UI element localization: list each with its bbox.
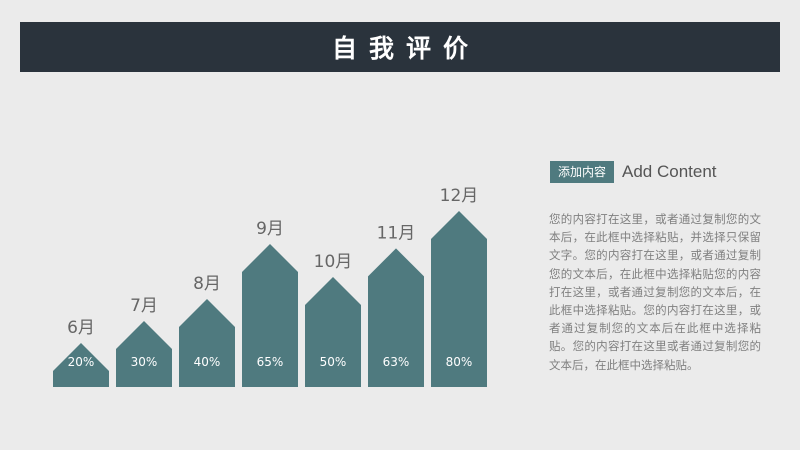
- category-label: 8月: [193, 274, 221, 294]
- content-tag: 添加内容: [550, 161, 615, 183]
- bar-value-label: 63%: [383, 355, 410, 369]
- chart-bar: [116, 321, 172, 387]
- chart-bar: [431, 211, 487, 387]
- title-bar: 自我评价: [20, 22, 780, 72]
- chart-bar-group: 30% 7月: [116, 296, 172, 387]
- bar-value-label: 65%: [257, 355, 284, 369]
- category-label: 12月: [440, 186, 479, 206]
- bar-value-label: 20%: [68, 355, 95, 369]
- chart-bar-group: 20% 6月: [53, 318, 109, 387]
- side-panel-body: 您的内容打在这里，或者通过复制您的文本后，在此框中选择粘贴，并选择只保留文字。您…: [549, 212, 761, 372]
- chart-bar-group: 50% 10月: [305, 252, 361, 387]
- chart-bar: [305, 277, 361, 387]
- chart-bar-group: 65% 9月: [242, 219, 298, 387]
- category-label: 6月: [67, 318, 95, 338]
- page-title: 自我评价: [331, 34, 480, 63]
- category-label: 10月: [314, 252, 353, 272]
- chart-bar-group: 40% 8月: [179, 274, 235, 387]
- chart-bar: [179, 299, 235, 387]
- side-panel-heading: Add Content: [622, 162, 717, 181]
- bar-value-label: 80%: [446, 355, 473, 369]
- chart-bar: [368, 248, 424, 387]
- bar-value-label: 30%: [131, 355, 158, 369]
- chart-bar-group: 80% 12月: [431, 186, 487, 387]
- chart-bar: [53, 343, 109, 387]
- side-panel-header: 添加内容 Add Content: [550, 160, 717, 184]
- bar-chart: 20% 6月 30% 7月 40% 8月 65% 9月 50% 10月 63% 11月 80% 12月: [53, 186, 487, 387]
- category-label: 11月: [377, 223, 416, 243]
- bar-value-label: 40%: [194, 355, 221, 369]
- chart-bar-group: 63% 11月: [368, 223, 424, 387]
- category-label: 9月: [256, 219, 284, 239]
- category-label: 7月: [130, 296, 158, 316]
- bar-value-label: 50%: [320, 355, 347, 369]
- chart-bar: [242, 244, 298, 387]
